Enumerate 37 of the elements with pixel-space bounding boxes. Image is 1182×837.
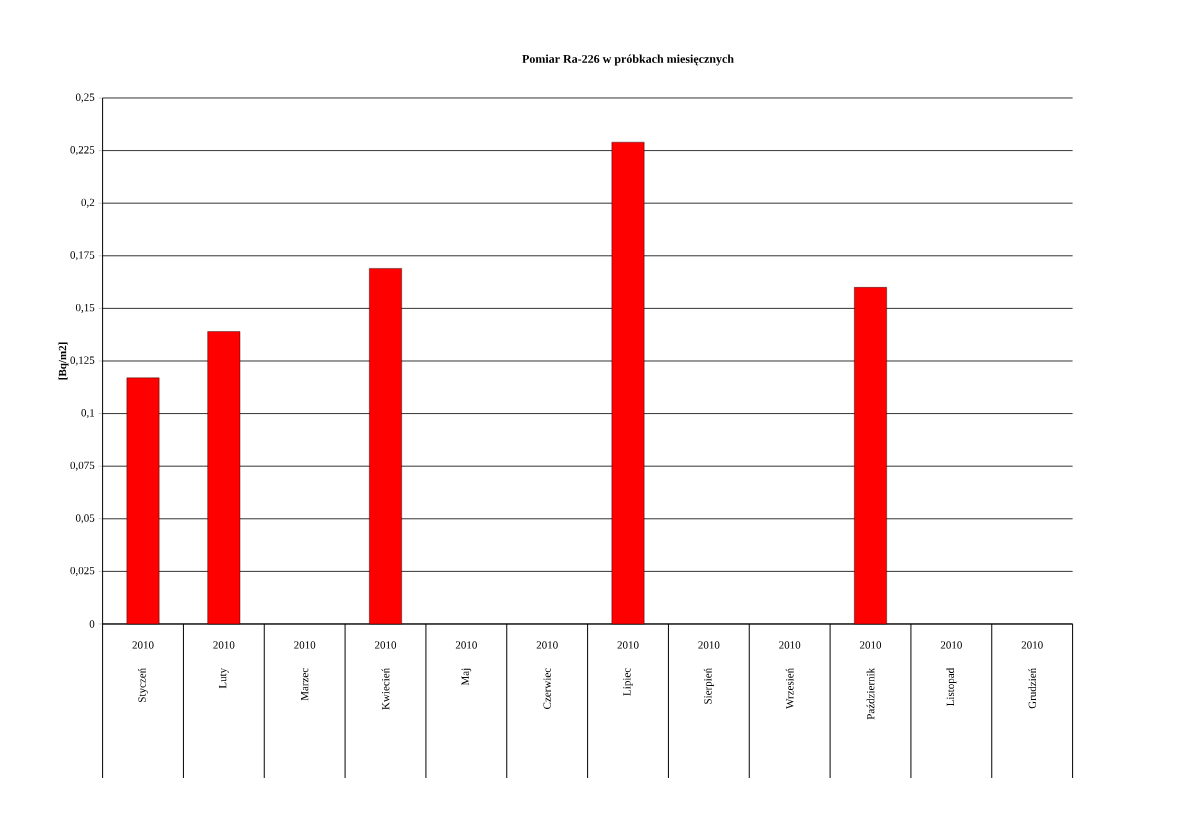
y-tick-label: 0,05: [75, 514, 95, 524]
y-tick-label: 0,1: [81, 409, 95, 419]
text: 2010: [698, 641, 720, 649]
text: 2010: [940, 641, 962, 649]
text: 2010: [779, 641, 801, 649]
y-tick-label: 0,15: [75, 303, 95, 313]
y-axis-title: [Bq/m2]: [58, 342, 69, 380]
text: 2010: [1021, 641, 1043, 649]
x-tick-label: Październik: [866, 667, 875, 720]
y-tick-label: 0,075: [70, 461, 95, 471]
x-tick-label: Czerwiec: [543, 668, 551, 709]
x-tick-label: Styczeń: [137, 668, 149, 702]
text: 2010: [132, 641, 154, 649]
x-tick-label: Listopad: [946, 667, 957, 707]
chart-title: Pomiar Ra-226 w próbkach miesięcznych: [522, 54, 734, 66]
x-tick-label: Lipiec: [623, 668, 633, 696]
y-tick-label: 0,125: [70, 356, 95, 366]
x-tick-label: Luty: [219, 667, 229, 689]
y-tick-label: 0,225: [70, 146, 95, 156]
text: 2010: [617, 641, 639, 649]
text: 2010: [294, 641, 316, 649]
text: 2010: [455, 641, 477, 649]
y-tick-label: 0: [89, 620, 95, 628]
x-tick-label: Wrzesień: [785, 668, 794, 709]
text: 2010: [860, 641, 882, 649]
text: 2010: [536, 641, 558, 649]
x-tick-label: Grudzień: [1028, 668, 1037, 709]
x-tick-label: Kwiecień: [381, 668, 390, 710]
text: 2010: [374, 641, 397, 649]
x-tick-label: Sierpień: [703, 668, 714, 704]
y-tick-label: 0,25: [75, 93, 95, 103]
y-tick-label: 0,2: [81, 198, 95, 208]
y-tick-label: 0,175: [70, 251, 95, 261]
y-tick-label: 0,025: [70, 566, 95, 576]
x-tick-label: Marzec: [301, 668, 309, 701]
x-tick-label: Maj: [461, 668, 472, 686]
text: 2010: [213, 641, 235, 649]
